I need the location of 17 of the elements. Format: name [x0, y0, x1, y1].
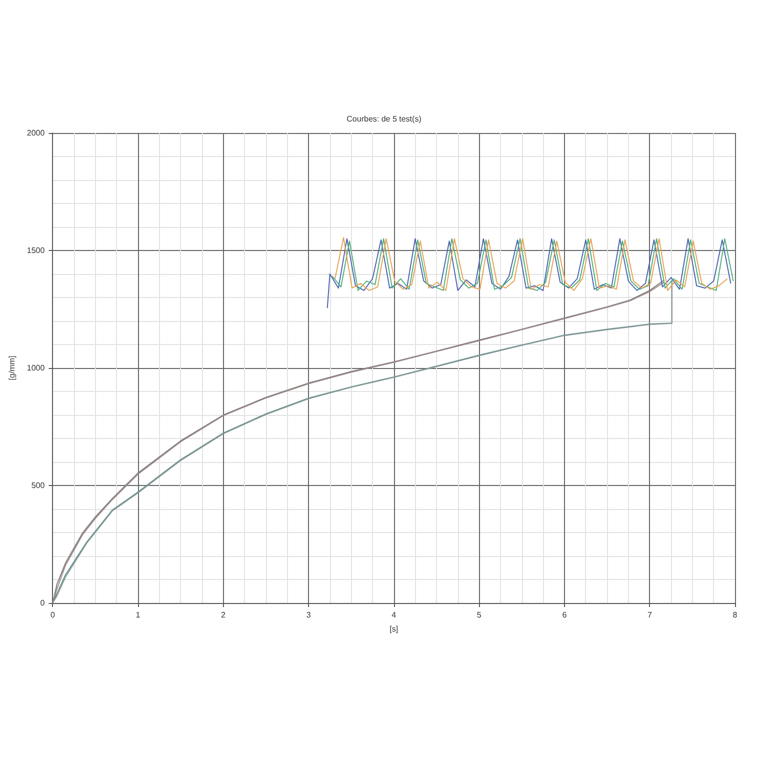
- x-tick-label: 6: [562, 610, 568, 620]
- x-axis-title: [s]: [390, 624, 398, 634]
- y-tick-label: 1500: [26, 246, 46, 255]
- x-tick-label: 5: [476, 610, 482, 620]
- x-tick-label: 4: [392, 610, 397, 620]
- y-tick-label: 0: [40, 598, 46, 608]
- y-tick-label: 500: [31, 481, 46, 490]
- y-axis-title: [g/mm]: [8, 356, 16, 380]
- x-tick-label: 1: [136, 610, 141, 620]
- x-tick-label: 3: [306, 610, 312, 620]
- x-tick-label: 7: [647, 610, 652, 620]
- y-tick-label: 1000: [26, 364, 46, 372]
- x-tick-label: 8: [732, 610, 738, 620]
- x-tick-label: 2: [221, 610, 226, 620]
- chart-title: Courbes: de 5 test(s): [346, 114, 422, 124]
- y-tick-label: 2000: [26, 128, 46, 138]
- x-tick-label: 0: [50, 610, 56, 620]
